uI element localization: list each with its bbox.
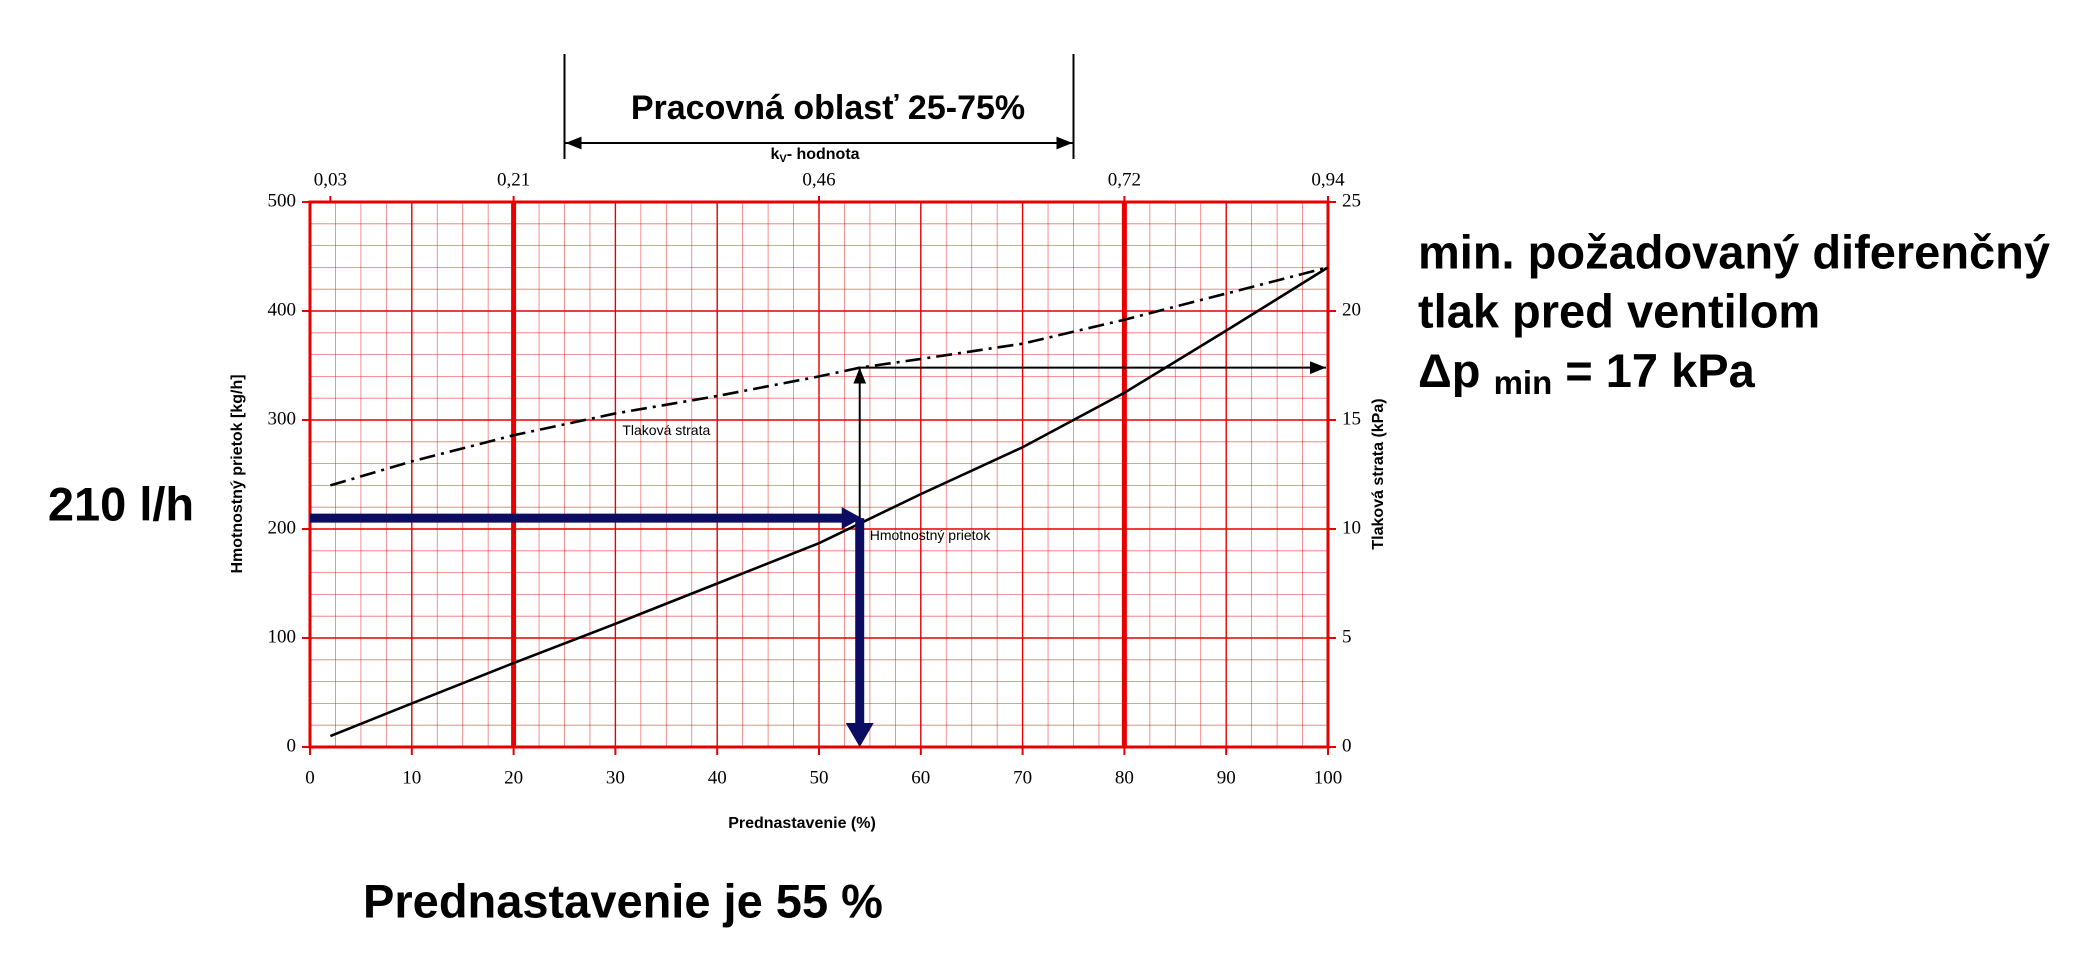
x-tick-label: 60 [911, 767, 930, 788]
y2-tick-label: 5 [1342, 626, 1352, 647]
x-tick-label: 10 [402, 767, 421, 788]
kv-label-part: k [770, 146, 779, 163]
x-tick-label: 30 [606, 767, 625, 788]
setting-annotation: Prednastavenie je 55 % [363, 874, 883, 927]
delta-annotation: Δp min = 17 kPa [1418, 344, 1756, 400]
series-label: Hmotnostný prietok [870, 527, 992, 543]
y-tick-label: 0 [287, 735, 297, 756]
pressure-annotation: tlak pred ventilom [1418, 284, 1820, 337]
y2-tick-label: 20 [1342, 299, 1361, 320]
delta-part: = 17 kPa [1552, 344, 1755, 397]
y-tick-label: 400 [268, 299, 297, 320]
y-tick-label: 200 [268, 517, 297, 538]
y2-axis-title: Tlaková strata (kPa) [1370, 398, 1387, 549]
chart-title: Pracovná oblasť 25-75% [631, 89, 1025, 127]
y2-tick-label: 10 [1342, 517, 1361, 538]
series-line [329, 266, 1329, 738]
y2-tick-label: 0 [1342, 735, 1352, 756]
x-tick-label: 40 [708, 767, 727, 788]
reading-arrowhead [845, 723, 874, 747]
y-tick-label: 100 [268, 626, 297, 647]
plot-frame [308, 200, 1330, 749]
delta-sub: min [1494, 364, 1553, 401]
kv-tick-label: 0,46 [802, 169, 835, 190]
series-line [329, 266, 1329, 487]
y-tick-label: 300 [268, 408, 297, 429]
y2-tick-label: 25 [1342, 190, 1361, 211]
kv-tick-label: 0,03 [314, 169, 347, 190]
kv-tick-label: 0,21 [497, 169, 530, 190]
x-tick-label: 50 [810, 767, 829, 788]
x-tick-label: 90 [1217, 767, 1236, 788]
x-tick-label: 20 [504, 767, 523, 788]
kv-tick-label: 0,72 [1108, 169, 1141, 190]
series-label: Tlaková strata [622, 422, 710, 438]
y-tick-label: 500 [268, 190, 297, 211]
x-tick-label: 0 [305, 767, 315, 788]
y2-tick-label: 15 [1342, 408, 1361, 429]
kv-axis-label: kV- hodnota [770, 146, 859, 165]
x-axis-title: Prednastavenie (%) [728, 815, 876, 832]
kv-label-sub: V [779, 153, 787, 165]
x-tick-label: 70 [1013, 767, 1032, 788]
kv-label-part: - hodnota [787, 146, 860, 163]
flow-annotation: 210 l/h [48, 477, 194, 530]
y-axis-title: Hmotnostný prietok [kg/h] [229, 374, 246, 573]
x-tick-label: 80 [1115, 767, 1134, 788]
pressure-annotation: min. požadovaný diferenčný [1418, 225, 2050, 278]
kv-tick-label: 0,94 [1311, 169, 1345, 190]
delta-part: Δp [1418, 344, 1494, 397]
reading-arrowhead [841, 507, 862, 530]
x-tick-label: 100 [1314, 767, 1343, 788]
